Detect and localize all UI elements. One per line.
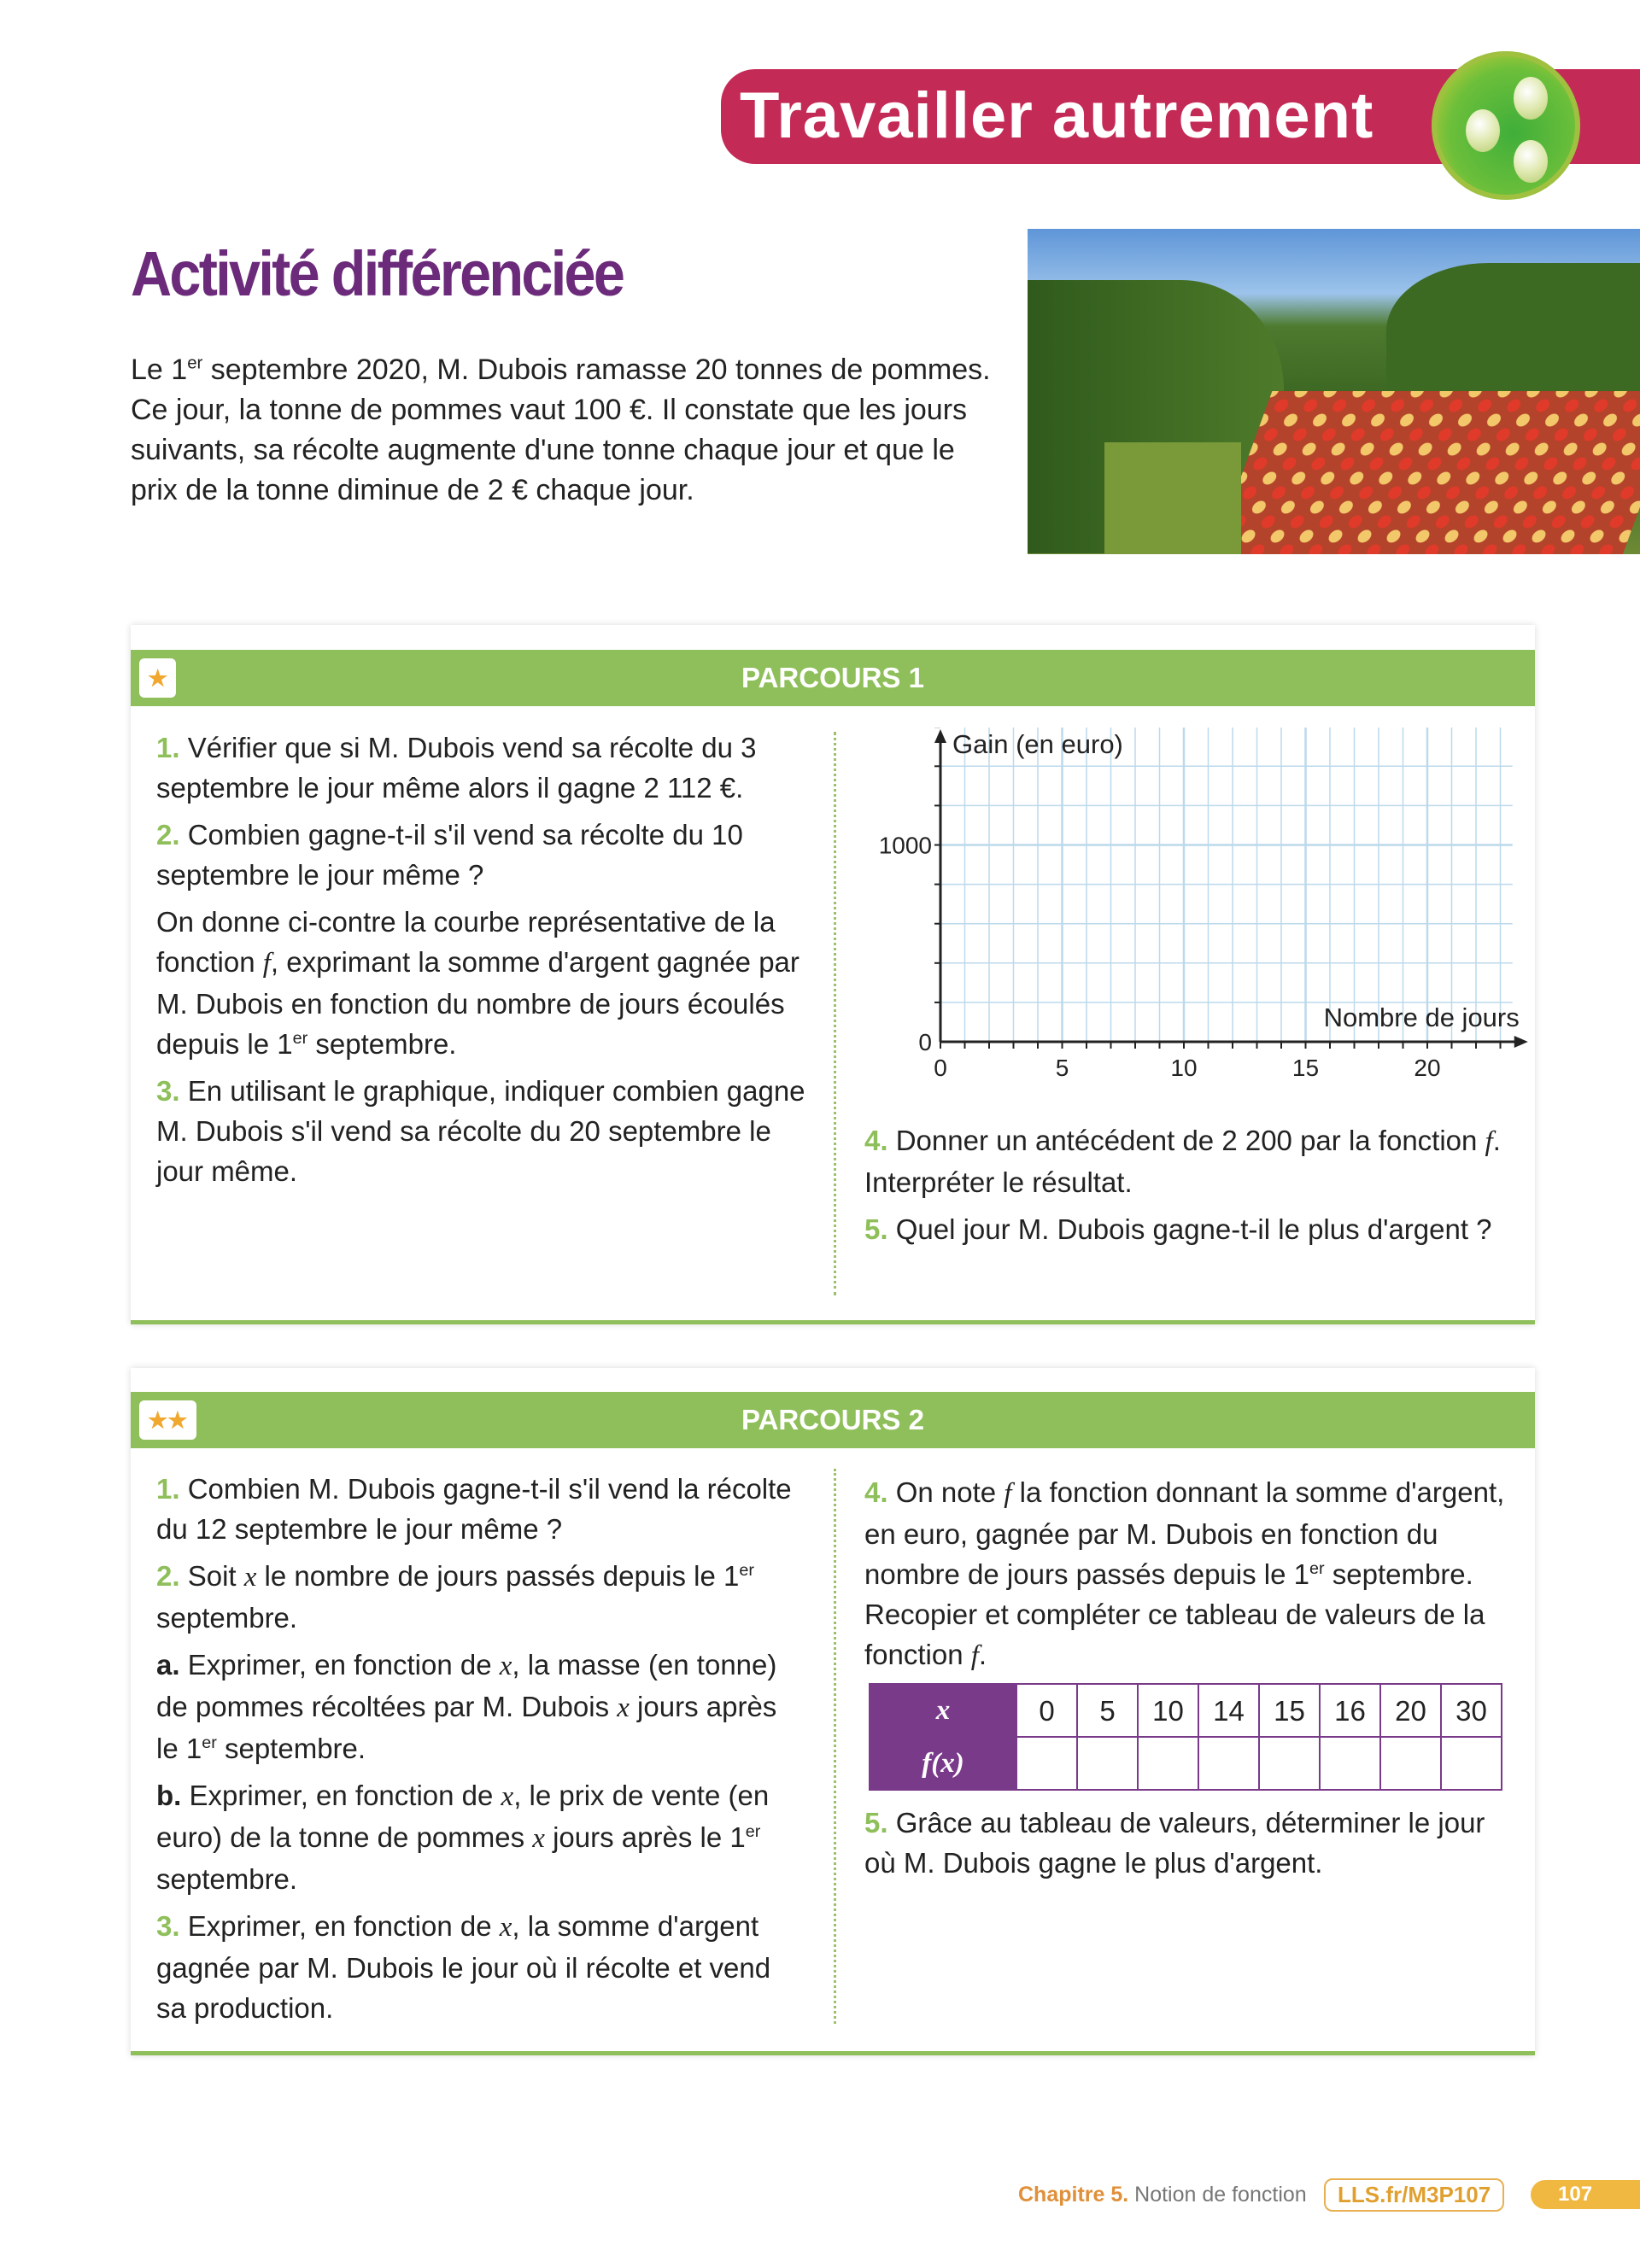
footer-link[interactable]: LLS.fr/M3P107 bbox=[1324, 2178, 1505, 2212]
parcours-2-left: 1. Combien M. Dubois gagne-t-il s'il ven… bbox=[156, 1473, 792, 2024]
footer-chapter: Chapitre 5. Notion de fonction bbox=[1018, 2183, 1307, 2207]
x-tick-label: 15 bbox=[1292, 1055, 1319, 1081]
apple-orchard-photo bbox=[1028, 229, 1640, 554]
page-title: Activité différenciée bbox=[131, 238, 625, 309]
x-tick-label: 20 bbox=[1414, 1055, 1440, 1081]
y-axis-label: Gain (en euro) bbox=[952, 729, 1123, 759]
y-axis-arrow bbox=[934, 729, 946, 743]
x-tick-label: 5 bbox=[1056, 1055, 1069, 1081]
parcours-1-left: 1. Vérifier que si M. Dubois vend sa réc… bbox=[156, 732, 805, 1187]
column-divider bbox=[834, 1469, 836, 2024]
empty-cell bbox=[1440, 1736, 1502, 1791]
x-axis-label: Nombre de jours bbox=[1324, 1002, 1520, 1032]
empty-cell bbox=[1198, 1736, 1260, 1791]
x-axis-arrow bbox=[1514, 1036, 1528, 1048]
gain-chart: 05101520010002000Gain (en euro)Nombre de… bbox=[879, 728, 1528, 1081]
y-tick-label: 1000 bbox=[879, 833, 932, 859]
empty-cell bbox=[1319, 1736, 1381, 1791]
column-divider bbox=[834, 732, 836, 1295]
parcours-1-card: PARCOURS 1 ★ 1. Vérifier que si M. Duboi… bbox=[131, 625, 1535, 1324]
parcours-1-header: PARCOURS 1 ★ bbox=[131, 650, 1535, 706]
banner-title: Travailler autrement bbox=[740, 79, 1374, 152]
values-table: x 0 5 10 14 15 16 20 30 f(x) bbox=[869, 1683, 1502, 1791]
empty-cell bbox=[1076, 1736, 1139, 1791]
parcours-2-card: PARCOURS 2 ★★ 1. Combien M. Dubois gagne… bbox=[131, 1368, 1535, 2055]
star-icon: ★ bbox=[139, 658, 177, 698]
molecule-icon bbox=[1432, 51, 1580, 200]
star-icon: ★★ bbox=[139, 1400, 196, 1440]
x-tick-label: 10 bbox=[1170, 1055, 1197, 1081]
intro-text: Le 1er septembre 2020, M. Dubois ramasse… bbox=[131, 354, 991, 506]
parcours-1-right: 4. Donner un antécédent de 2 200 par la … bbox=[864, 1125, 1501, 1245]
y-tick-label: 0 bbox=[918, 1029, 932, 1055]
empty-cell bbox=[1016, 1736, 1078, 1791]
empty-cell bbox=[1258, 1736, 1321, 1791]
x-tick-label: 0 bbox=[934, 1055, 947, 1081]
empty-cell bbox=[1137, 1736, 1199, 1791]
parcours-2-right: 4. On note f la fonction donnant la somm… bbox=[864, 1476, 1505, 1879]
table-row-fx: f(x) bbox=[869, 1736, 1502, 1791]
page-number: 107 bbox=[1531, 2180, 1640, 2209]
table-row-x: x 0 5 10 14 15 16 20 30 bbox=[869, 1683, 1502, 1738]
parcours-2-header: PARCOURS 2 ★★ bbox=[131, 1392, 1535, 1448]
empty-cell bbox=[1379, 1736, 1442, 1791]
